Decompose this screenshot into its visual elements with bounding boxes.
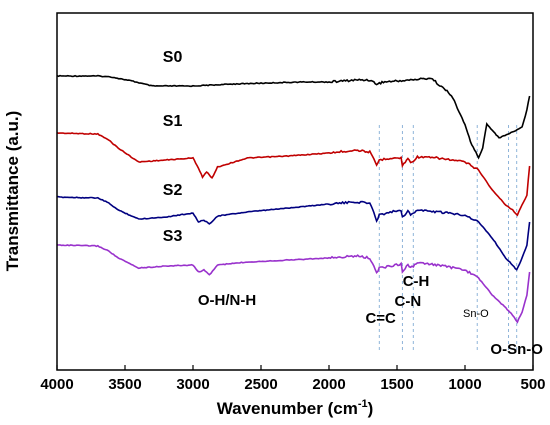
series-lines: [56, 74, 531, 324]
x-axis-label: Wavenumber (cm-1): [217, 398, 374, 418]
series-line-s1: [56, 131, 531, 217]
annotation-o-sn-o: O-Sn-O: [490, 341, 543, 358]
x-tick-label-2000: 2000: [312, 376, 345, 393]
series-line-s0: [56, 74, 531, 160]
peak-annotations: O-H/N-H C=CC-N C-H Sn-O O-Sn-O: [198, 273, 543, 358]
x-tick-label-2500: 2500: [244, 376, 277, 393]
series-label-s2: S2: [163, 182, 183, 199]
annotation-sn-o: Sn-O: [463, 308, 489, 320]
series-line-s2: [56, 195, 531, 271]
x-axis-ticks: [56, 365, 534, 370]
x-axis-tick-labels: 4000 3500 3000 2500 2000 1500 1000 500: [40, 376, 545, 393]
plot-frame: [56, 12, 534, 371]
series-labels: S0 S1 S2 S3: [163, 49, 183, 245]
x-tick-label-3000: 3000: [176, 376, 209, 393]
x-tick-label-3500: 3500: [108, 376, 141, 393]
annotation-c-n: C-N: [395, 293, 422, 310]
series-line-s3: [56, 244, 531, 324]
annotation-c-c: C=C: [365, 310, 396, 327]
annotation-o-h-n-h: O-H/N-H: [198, 292, 256, 309]
y-axis-label: Transmittance (a.u.): [3, 111, 22, 272]
series-label-s0: S0: [163, 49, 183, 66]
x-tick-label-500: 500: [520, 376, 545, 393]
x-tick-label-1500: 1500: [380, 376, 413, 393]
annotation-c-h: C-H: [403, 273, 430, 290]
series-label-s3: S3: [163, 228, 183, 245]
series-label-s1: S1: [163, 113, 183, 130]
x-tick-label-1000: 1000: [448, 376, 481, 393]
x-tick-label-4000: 4000: [40, 376, 73, 393]
